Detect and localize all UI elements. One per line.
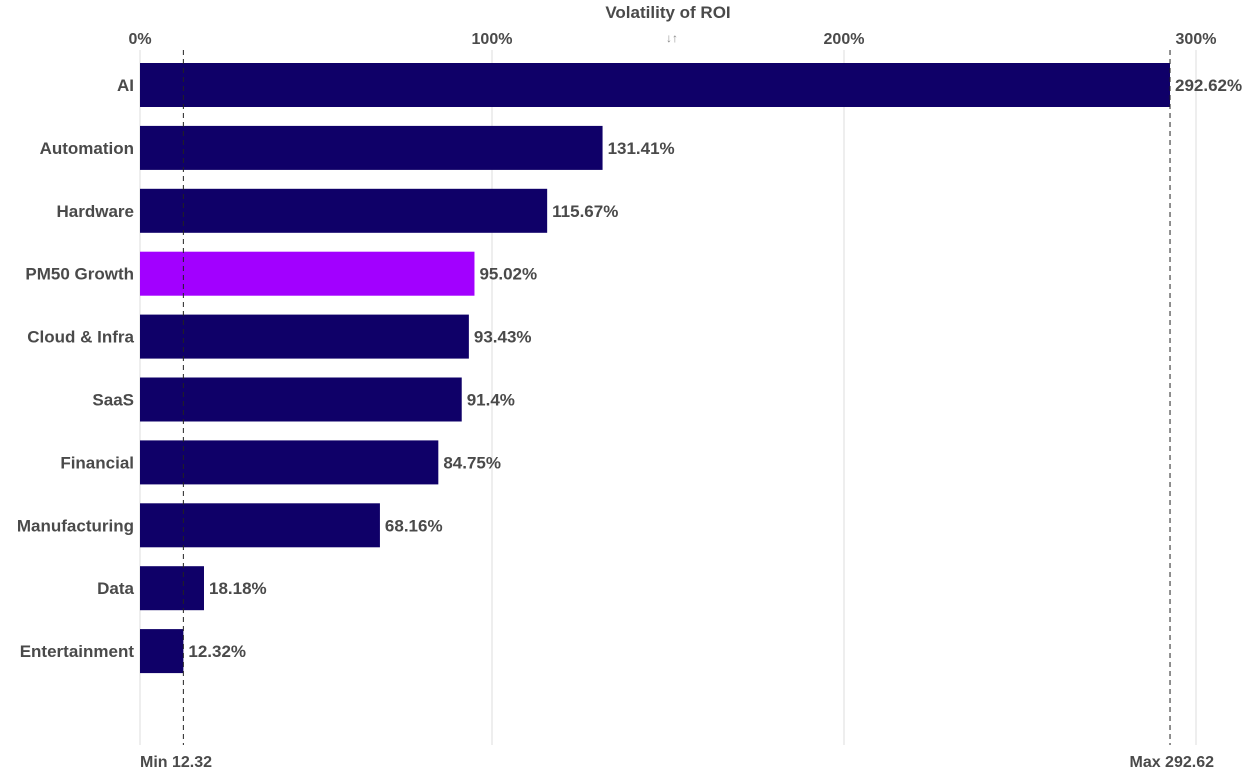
x-tick-label: 300%	[1176, 31, 1217, 48]
category-label: SaaS	[92, 391, 134, 410]
value-label: 68.16%	[385, 516, 443, 535]
value-label: 18.18%	[209, 579, 267, 598]
value-label: 12.32%	[188, 642, 246, 661]
category-label: Cloud & Infra	[27, 328, 134, 347]
value-label: 84.75%	[443, 453, 501, 472]
bar[interactable]	[140, 188, 548, 233]
value-label: 292.62%	[1175, 76, 1242, 95]
bar[interactable]	[140, 63, 1171, 107]
category-label: PM50 Growth	[25, 265, 134, 284]
bar[interactable]	[140, 377, 462, 422]
category-label: Financial	[60, 453, 134, 472]
bar[interactable]	[140, 629, 184, 674]
bar[interactable]	[140, 251, 475, 296]
x-tick-label: 200%	[824, 31, 865, 48]
bar[interactable]	[140, 440, 439, 485]
category-label: Entertainment	[20, 642, 135, 661]
value-label: 93.43%	[474, 328, 532, 347]
category-label: Manufacturing	[17, 516, 134, 535]
bar[interactable]	[140, 566, 204, 611]
bar[interactable]	[140, 314, 469, 359]
category-label: AI	[117, 76, 134, 95]
bars: AI 292.62% Automation 131.41% Hardware 115.67…	[17, 63, 1242, 674]
x-tick-label: 0%	[128, 31, 151, 48]
sort-arrows-icon[interactable]: ↓↑	[666, 31, 678, 45]
category-label: Hardware	[57, 202, 134, 221]
bar[interactable]	[140, 503, 380, 548]
reference-lines: Min 12.32 Max 292.62	[140, 50, 1214, 771]
value-label: 131.41%	[608, 139, 675, 158]
x-axis-ticks: 0% 100% 200% 300%	[128, 31, 1216, 48]
value-label: 95.02%	[479, 265, 537, 284]
x-tick-label: 100%	[472, 31, 513, 48]
value-label: 115.67%	[552, 202, 618, 221]
category-label: Data	[97, 579, 134, 598]
reference-line-label: Min 12.32	[140, 754, 212, 771]
bar[interactable]	[140, 125, 603, 170]
x-axis-title: Volatility of ROI	[605, 3, 730, 22]
value-label: 91.4%	[467, 391, 515, 410]
reference-line-label: Max 292.62	[1129, 754, 1214, 771]
category-label: Automation	[40, 139, 134, 158]
